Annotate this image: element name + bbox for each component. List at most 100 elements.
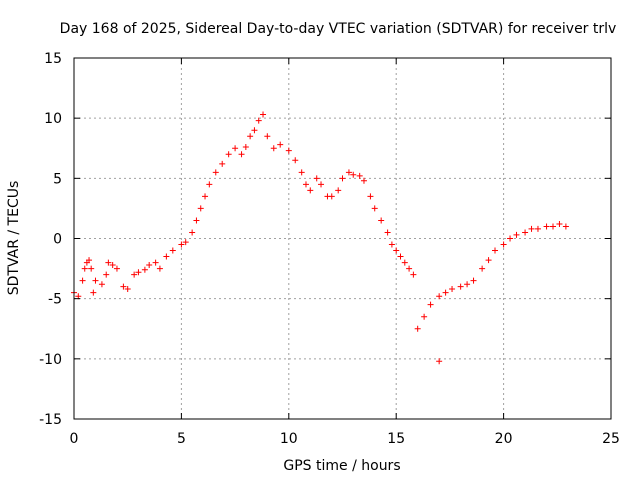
data-point — [550, 223, 557, 230]
data-point — [556, 221, 563, 228]
data-point — [219, 160, 226, 167]
chart-title: Day 168 of 2025, Sidereal Day-to-day VTE… — [60, 21, 617, 37]
data-point — [247, 133, 254, 140]
data-point — [178, 241, 185, 248]
data-point — [436, 293, 443, 300]
data-point — [163, 253, 170, 260]
data-point — [251, 127, 258, 134]
data-point — [135, 269, 142, 276]
data-point — [81, 265, 88, 272]
data-point — [513, 231, 520, 238]
data-point — [464, 281, 471, 288]
data-point — [356, 172, 363, 179]
data-point — [393, 247, 400, 254]
data-point — [260, 111, 267, 118]
data-point — [436, 358, 443, 365]
data-point — [534, 225, 541, 232]
y-tick-labels: -15 -10 -5 0 5 10 15 — [39, 51, 62, 428]
data-point — [410, 271, 417, 278]
data-point — [335, 187, 342, 194]
data-point — [292, 157, 299, 164]
ticks — [73, 57, 612, 420]
data-point — [141, 266, 148, 273]
data-point — [270, 145, 277, 152]
data-point — [492, 247, 499, 254]
data-point — [378, 217, 385, 224]
x-tick-label: 10 — [280, 431, 298, 447]
data-point — [103, 271, 110, 278]
data-point — [449, 286, 456, 293]
x-tick-label: 0 — [70, 431, 79, 447]
x-tick-label: 20 — [495, 431, 513, 447]
data-point — [90, 289, 97, 296]
data-point — [367, 193, 374, 200]
data-point — [302, 181, 309, 188]
data-point — [427, 301, 434, 308]
data-point — [350, 171, 357, 178]
data-point — [109, 261, 116, 268]
y-axis-label: SDTVAR / TECUs — [6, 181, 22, 296]
data-point — [193, 217, 200, 224]
data-point — [507, 235, 514, 242]
x-tick-labels: 0 5 10 15 20 25 — [70, 431, 620, 447]
data-point — [421, 313, 428, 320]
data-point — [189, 229, 196, 236]
data-point — [105, 259, 112, 266]
data-point — [371, 205, 378, 212]
data-point — [285, 147, 292, 154]
y-tick-label: -15 — [39, 412, 62, 428]
data-point — [406, 265, 413, 272]
data-point — [98, 281, 105, 288]
data-point — [318, 181, 325, 188]
data-point — [92, 277, 99, 284]
data-point — [313, 175, 320, 182]
data-point — [182, 239, 189, 246]
x-axis-label: GPS time / hours — [283, 458, 400, 474]
data-point — [225, 151, 232, 158]
data-point — [500, 241, 507, 248]
y-tick-label: -5 — [48, 292, 62, 308]
data-point — [397, 253, 404, 260]
x-tick-label: 5 — [177, 431, 186, 447]
x-tick-label: 15 — [387, 431, 405, 447]
data-point — [169, 247, 176, 254]
data-point — [86, 257, 93, 264]
y-tick-label: -10 — [39, 352, 62, 368]
data-point — [442, 289, 449, 296]
data-point — [202, 193, 209, 200]
y-tick-label: 5 — [53, 171, 62, 187]
data-point — [212, 169, 219, 176]
data-point — [298, 169, 305, 176]
data-point — [232, 145, 239, 152]
y-tick-label: 15 — [44, 51, 62, 67]
data-point — [345, 169, 352, 176]
data-point — [388, 241, 395, 248]
data-point — [255, 117, 262, 124]
data-point — [457, 283, 464, 290]
grid — [74, 58, 611, 419]
data-point — [328, 193, 335, 200]
data-point — [360, 177, 367, 184]
data-point — [152, 259, 159, 266]
data-point — [277, 141, 284, 148]
data-point — [238, 151, 245, 158]
data-point — [124, 286, 131, 293]
data-point — [156, 265, 163, 272]
data-point — [131, 271, 138, 278]
data-point — [307, 187, 314, 194]
data-point — [79, 277, 86, 284]
data-point — [522, 229, 529, 236]
data-point — [206, 181, 213, 188]
data-point — [146, 261, 153, 268]
data-point — [479, 265, 486, 272]
data-point — [197, 205, 204, 212]
data-point — [264, 133, 271, 140]
data-point — [528, 225, 535, 232]
data-point — [113, 265, 120, 272]
data-point — [470, 277, 477, 284]
y-tick-label: 10 — [44, 111, 62, 127]
data-point — [562, 223, 569, 230]
data-point — [401, 259, 408, 266]
